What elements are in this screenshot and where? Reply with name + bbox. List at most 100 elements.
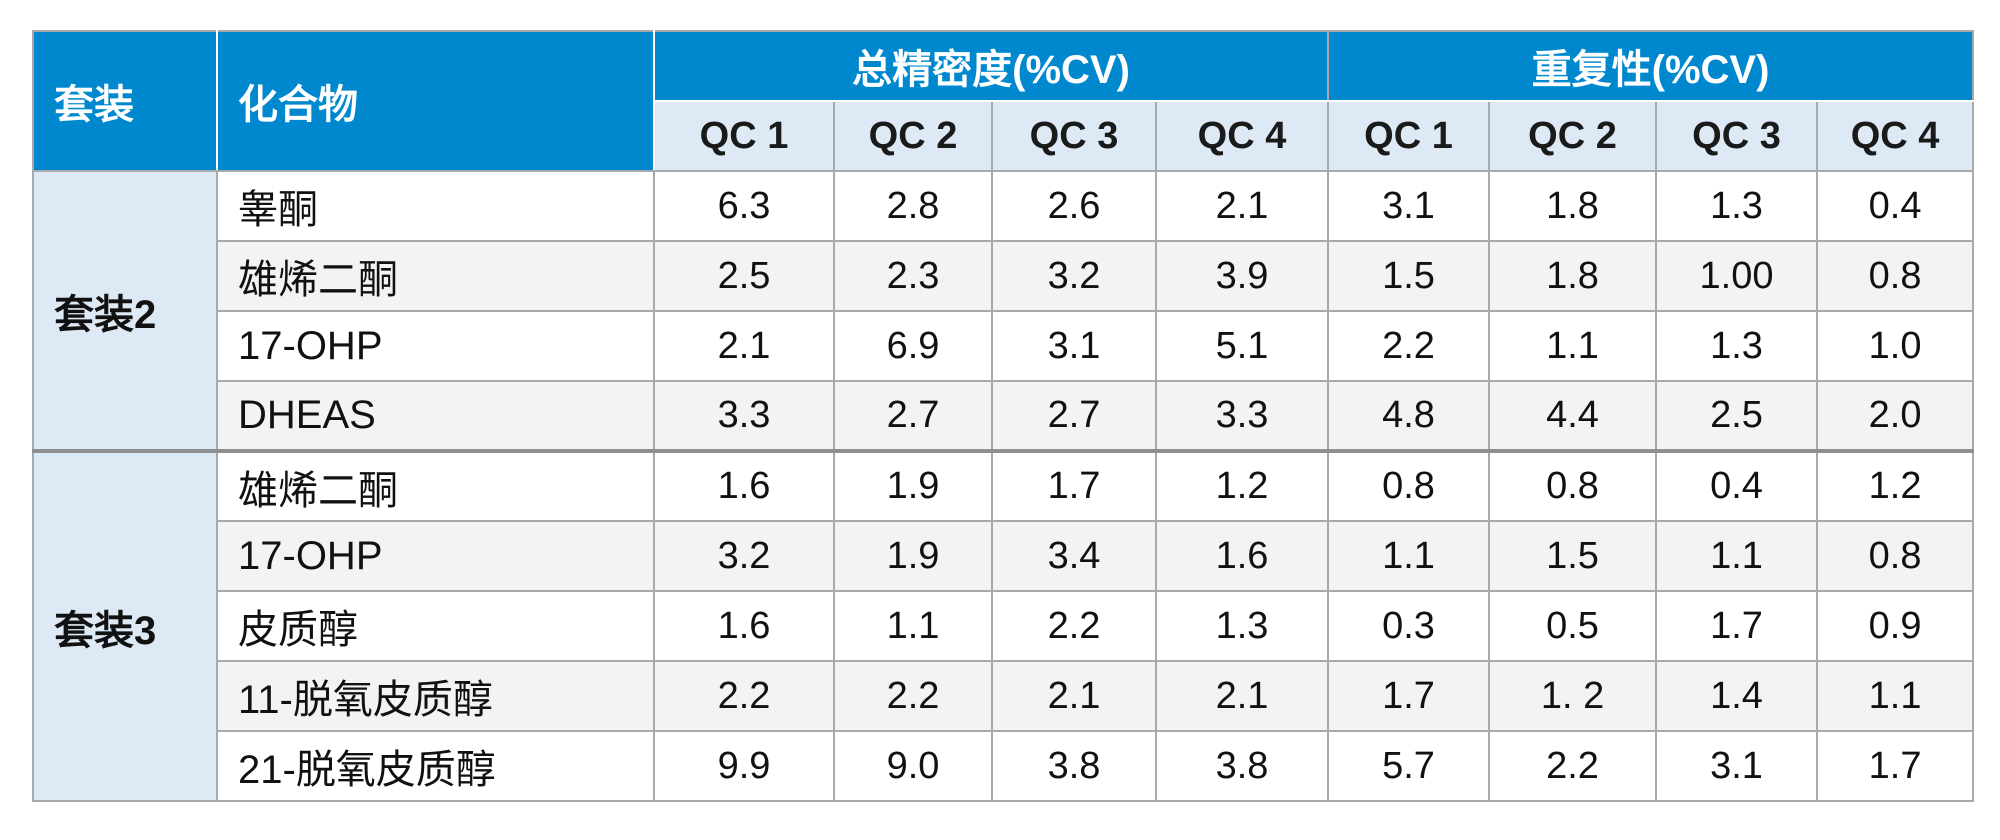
compound-name: 11-脱氧皮质醇 (216, 660, 655, 732)
compound-name: DHEAS (216, 380, 655, 452)
value-cell: 1.6 (653, 590, 835, 662)
value-cell: 4.8 (1327, 380, 1491, 452)
table-row: 21-脱氧皮质醇 9.9 9.0 3.8 3.8 5.7 2.2 3.1 1.7 (33, 730, 1975, 802)
qc-header: QC 1 (1327, 100, 1491, 172)
kit-column-header: 套装 (32, 30, 218, 172)
repeatability-group-header: 重复性(%CV) (1327, 30, 1975, 102)
value-cell: 9.0 (833, 730, 993, 802)
value-cell: 1.8 (1488, 170, 1658, 242)
qc-header: QC 3 (991, 100, 1157, 172)
qc-header: QC 4 (1816, 100, 1975, 172)
value-cell: 3.8 (1154, 730, 1330, 802)
value-cell: 0.8 (1488, 449, 1658, 522)
value-cell: 2.7 (991, 380, 1157, 452)
value-cell: 1.7 (1816, 730, 1975, 802)
value-cell: 1.1 (1327, 520, 1491, 592)
value-cell: 2.2 (991, 590, 1157, 662)
value-cell: 1.0 (1816, 310, 1975, 382)
value-cell: 0.8 (1816, 520, 1975, 592)
value-cell: 3.1 (991, 310, 1157, 382)
value-cell: 1.6 (653, 449, 835, 522)
compound-name: 睾酮 (216, 170, 655, 242)
value-cell: 5.1 (1154, 310, 1330, 382)
value-cell: 3.1 (1655, 730, 1819, 802)
value-cell: 1.3 (1655, 170, 1819, 242)
value-cell: 2.7 (833, 380, 993, 452)
value-cell: 1.2 (1816, 449, 1975, 522)
value-cell: 3.8 (991, 730, 1157, 802)
value-cell: 0.5 (1488, 590, 1658, 662)
value-cell: 2.1 (991, 660, 1157, 732)
compound-name: 雄烯二酮 (216, 449, 655, 522)
value-cell: 0.8 (1327, 449, 1491, 522)
table-row: 套装2 睾酮 6.3 2.8 2.6 2.1 3.1 1.8 1.3 0.4 (32, 170, 1975, 452)
value-cell: 2.6 (991, 170, 1157, 242)
value-cell: 3.4 (991, 520, 1157, 592)
value-cell: 1.1 (1655, 520, 1819, 592)
value-cell: 5.7 (1327, 730, 1491, 802)
value-cell: 2.3 (833, 240, 993, 312)
compound-name: 17-OHP (216, 310, 655, 382)
value-cell: 2.2 (1327, 310, 1491, 382)
value-cell: 0.4 (1655, 449, 1819, 522)
value-cell: 1.1 (1488, 310, 1658, 382)
value-cell: 6.3 (653, 170, 835, 242)
value-cell: 3.2 (653, 520, 835, 592)
table-row: 套装3 雄烯二酮 1.6 1.9 1.7 1.2 0.8 0.8 0.4 1.2 (32, 449, 1975, 802)
value-cell: 1.5 (1327, 240, 1491, 312)
table-row: 雄烯二酮 2.5 2.3 3.2 3.9 1.5 1.8 1.00 0.8 (33, 240, 1975, 312)
value-cell: 2.5 (653, 240, 835, 312)
qc-header: QC 2 (833, 100, 993, 172)
header-row-qc: QC 1 QC 2 QC 3 QC 4 QC 1 QC 2 QC 3 QC 4 (33, 100, 1975, 172)
compound-name: 皮质醇 (216, 590, 655, 662)
value-cell: 1.1 (1816, 660, 1975, 732)
value-cell: 2.0 (1816, 380, 1975, 452)
value-cell: 1.5 (1488, 520, 1658, 592)
table-row: 17-OHP 3.2 1.9 3.4 1.6 1.1 1.5 1.1 0.8 (33, 520, 1975, 592)
precision-table: 套装 化合物 总精密度(%CV) 重复性(%CV) QC 1 QC 2 QC 3… (32, 30, 1975, 802)
qc-header: QC 4 (1154, 100, 1330, 172)
value-cell: 0.8 (1816, 240, 1975, 312)
value-cell: 3.2 (991, 240, 1157, 312)
value-cell: 1. 2 (1488, 660, 1658, 732)
value-cell: 0.9 (1816, 590, 1975, 662)
value-cell: 2.2 (833, 660, 993, 732)
value-cell: 3.3 (653, 380, 835, 452)
compound-name: 21-脱氧皮质醇 (216, 730, 655, 802)
value-cell: 1.7 (991, 449, 1157, 522)
value-cell: 2.8 (833, 170, 993, 242)
value-cell: 1.7 (1655, 590, 1819, 662)
value-cell: 2.1 (653, 310, 835, 382)
value-cell: 1.4 (1655, 660, 1819, 732)
compound-name: 雄烯二酮 (216, 240, 655, 312)
qc-header: QC 3 (1655, 100, 1819, 172)
table-row: DHEAS 3.3 2.7 2.7 3.3 4.8 4.4 2.5 2.0 (33, 380, 1975, 452)
value-cell: 6.9 (833, 310, 993, 382)
value-cell: 1.2 (1154, 449, 1330, 522)
value-cell: 4.4 (1488, 380, 1658, 452)
qc-header: QC 1 (653, 100, 835, 172)
value-cell: 1.9 (833, 520, 993, 592)
value-cell: 1.3 (1154, 590, 1330, 662)
value-cell: 3.9 (1154, 240, 1330, 312)
total-precision-group-header: 总精密度(%CV) (652, 30, 1330, 102)
value-cell: 0.4 (1816, 170, 1975, 242)
compound-column-header: 化合物 (216, 30, 655, 172)
value-cell: 1.7 (1327, 660, 1491, 732)
value-cell: 2.1 (1154, 660, 1330, 732)
value-cell: 2.2 (1488, 730, 1658, 802)
table-row: 17-OHP 2.1 6.9 3.1 5.1 2.2 1.1 1.3 1.0 (33, 310, 1975, 382)
value-cell: 1.8 (1488, 240, 1658, 312)
value-cell: 2.5 (1655, 380, 1819, 452)
qc-header: QC 2 (1488, 100, 1658, 172)
value-cell: 1.6 (1154, 520, 1330, 592)
value-cell: 1.1 (833, 590, 993, 662)
table-row: 11-脱氧皮质醇 2.2 2.2 2.1 2.1 1.7 1. 2 1.4 1.… (33, 660, 1975, 732)
value-cell: 2.1 (1154, 170, 1330, 242)
value-cell: 2.2 (653, 660, 835, 732)
kit-label: 套装2 (32, 170, 218, 452)
table-row: 皮质醇 1.6 1.1 2.2 1.3 0.3 0.5 1.7 0.9 (33, 590, 1975, 662)
value-cell: 3.3 (1154, 380, 1330, 452)
compound-name: 17-OHP (216, 520, 655, 592)
value-cell: 3.1 (1327, 170, 1491, 242)
